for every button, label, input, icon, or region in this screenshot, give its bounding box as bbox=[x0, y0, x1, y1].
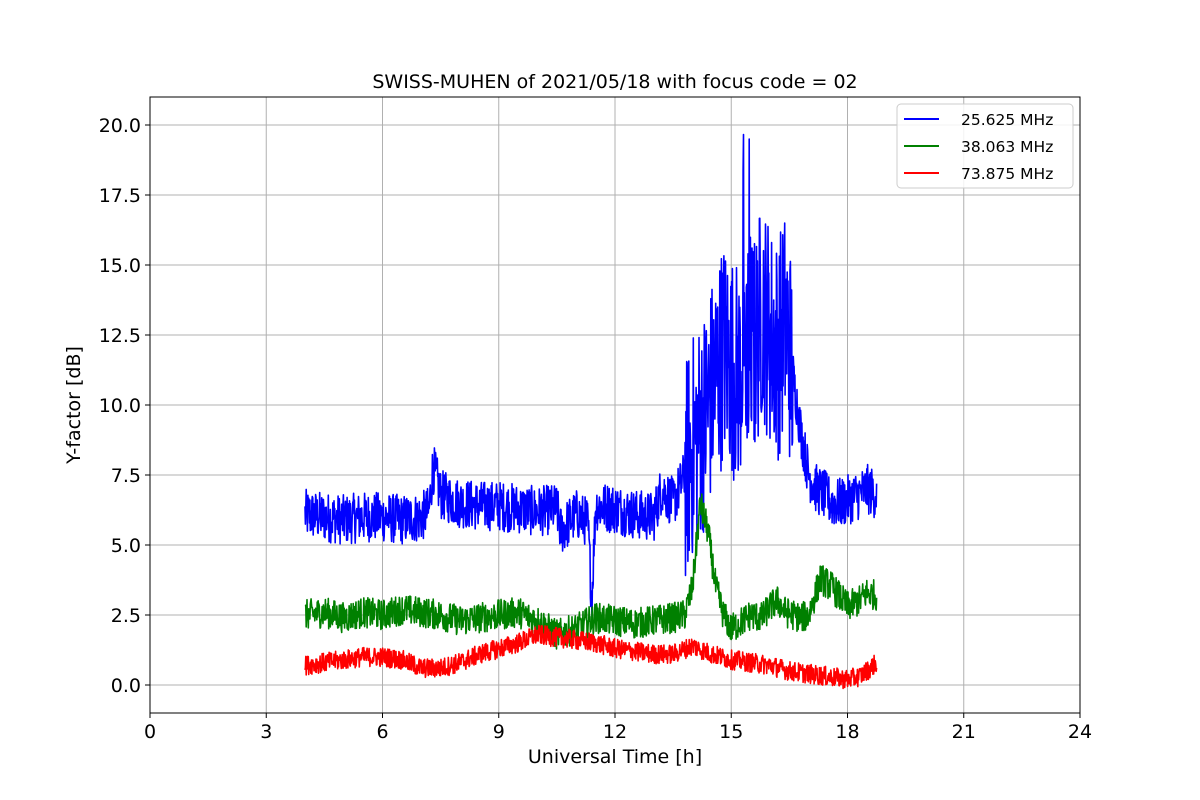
axis-ticks: 0 3 6 9 12 15 18 21 24 0.0 2.5 5.0 7.5 10.0 12.5 15.0 17… bbox=[99, 115, 1092, 743]
y-tick-label: 7.5 bbox=[111, 465, 141, 487]
x-tick-label: 21 bbox=[952, 721, 976, 743]
legend-label: 38.063 MHz bbox=[961, 138, 1053, 156]
x-tick-label: 6 bbox=[376, 721, 388, 743]
y-tick-label: 20.0 bbox=[99, 115, 141, 137]
x-axis-label: Universal Time [h] bbox=[528, 746, 702, 768]
y-tick-label: 10.0 bbox=[99, 395, 141, 417]
x-tick-label: 12 bbox=[603, 721, 627, 743]
series-line bbox=[304, 624, 878, 690]
legend-label: 25.625 MHz bbox=[961, 111, 1053, 129]
grid bbox=[149, 97, 1081, 713]
y-tick-label: 12.5 bbox=[99, 325, 141, 347]
series-line bbox=[304, 493, 878, 650]
y-tick-label: 0.0 bbox=[111, 675, 141, 697]
chart-title: SWISS-MUHEN of 2021/05/18 with focus cod… bbox=[372, 71, 857, 93]
x-tick-label: 0 bbox=[144, 721, 156, 743]
y-tick-label: 5.0 bbox=[111, 535, 141, 557]
x-tick-label: 15 bbox=[719, 721, 743, 743]
x-tick-label: 3 bbox=[260, 721, 272, 743]
legend: 25.625 MHz 38.063 MHz 73.875 MHz bbox=[896, 103, 1074, 189]
y-tick-label: 17.5 bbox=[99, 185, 141, 207]
plot-series bbox=[304, 133, 878, 690]
x-tick-label: 9 bbox=[493, 721, 505, 743]
x-tick-label: 24 bbox=[1068, 721, 1092, 743]
y-axis-label: Y-factor [dB] bbox=[63, 346, 85, 465]
y-tick-label: 2.5 bbox=[111, 605, 141, 627]
y-tick-label: 15.0 bbox=[99, 255, 141, 277]
legend-label: 73.875 MHz bbox=[961, 165, 1053, 183]
legend-box bbox=[896, 103, 1074, 189]
x-tick-label: 18 bbox=[835, 721, 859, 743]
series-line bbox=[304, 133, 878, 619]
